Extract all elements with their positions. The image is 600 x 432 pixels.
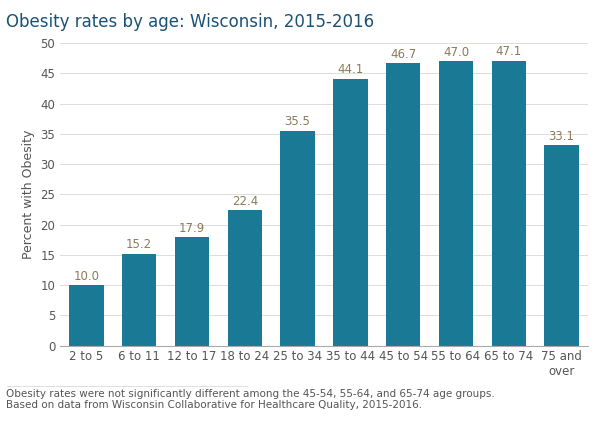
Bar [544,146,579,346]
Text: 10.0: 10.0 [73,270,100,283]
Bar [386,63,421,346]
Bar [439,61,473,346]
Text: Obesity rates were not significantly different among the 45-54, 55-64, and 65-74: Obesity rates were not significantly dif… [6,389,495,410]
Bar [122,254,157,346]
Bar [227,210,262,346]
Text: 46.7: 46.7 [390,48,416,61]
Text: 35.5: 35.5 [284,115,311,128]
Text: 15.2: 15.2 [126,238,152,251]
Text: Obesity rates by age: Wisconsin, 2015-2016: Obesity rates by age: Wisconsin, 2015-20… [6,13,374,31]
Bar [333,79,368,346]
Text: 47.0: 47.0 [443,46,469,59]
Bar [69,285,104,346]
Text: 33.1: 33.1 [548,130,575,143]
Text: 22.4: 22.4 [232,195,258,208]
Text: 47.1: 47.1 [496,45,522,58]
Text: 17.9: 17.9 [179,222,205,235]
Y-axis label: Percent with Obesity: Percent with Obesity [22,130,35,259]
Text: ________________________________________________________________________________: ________________________________________… [6,382,248,388]
Bar [175,237,209,346]
Text: 44.1: 44.1 [337,64,364,76]
Bar [491,61,526,346]
Bar [280,131,315,346]
